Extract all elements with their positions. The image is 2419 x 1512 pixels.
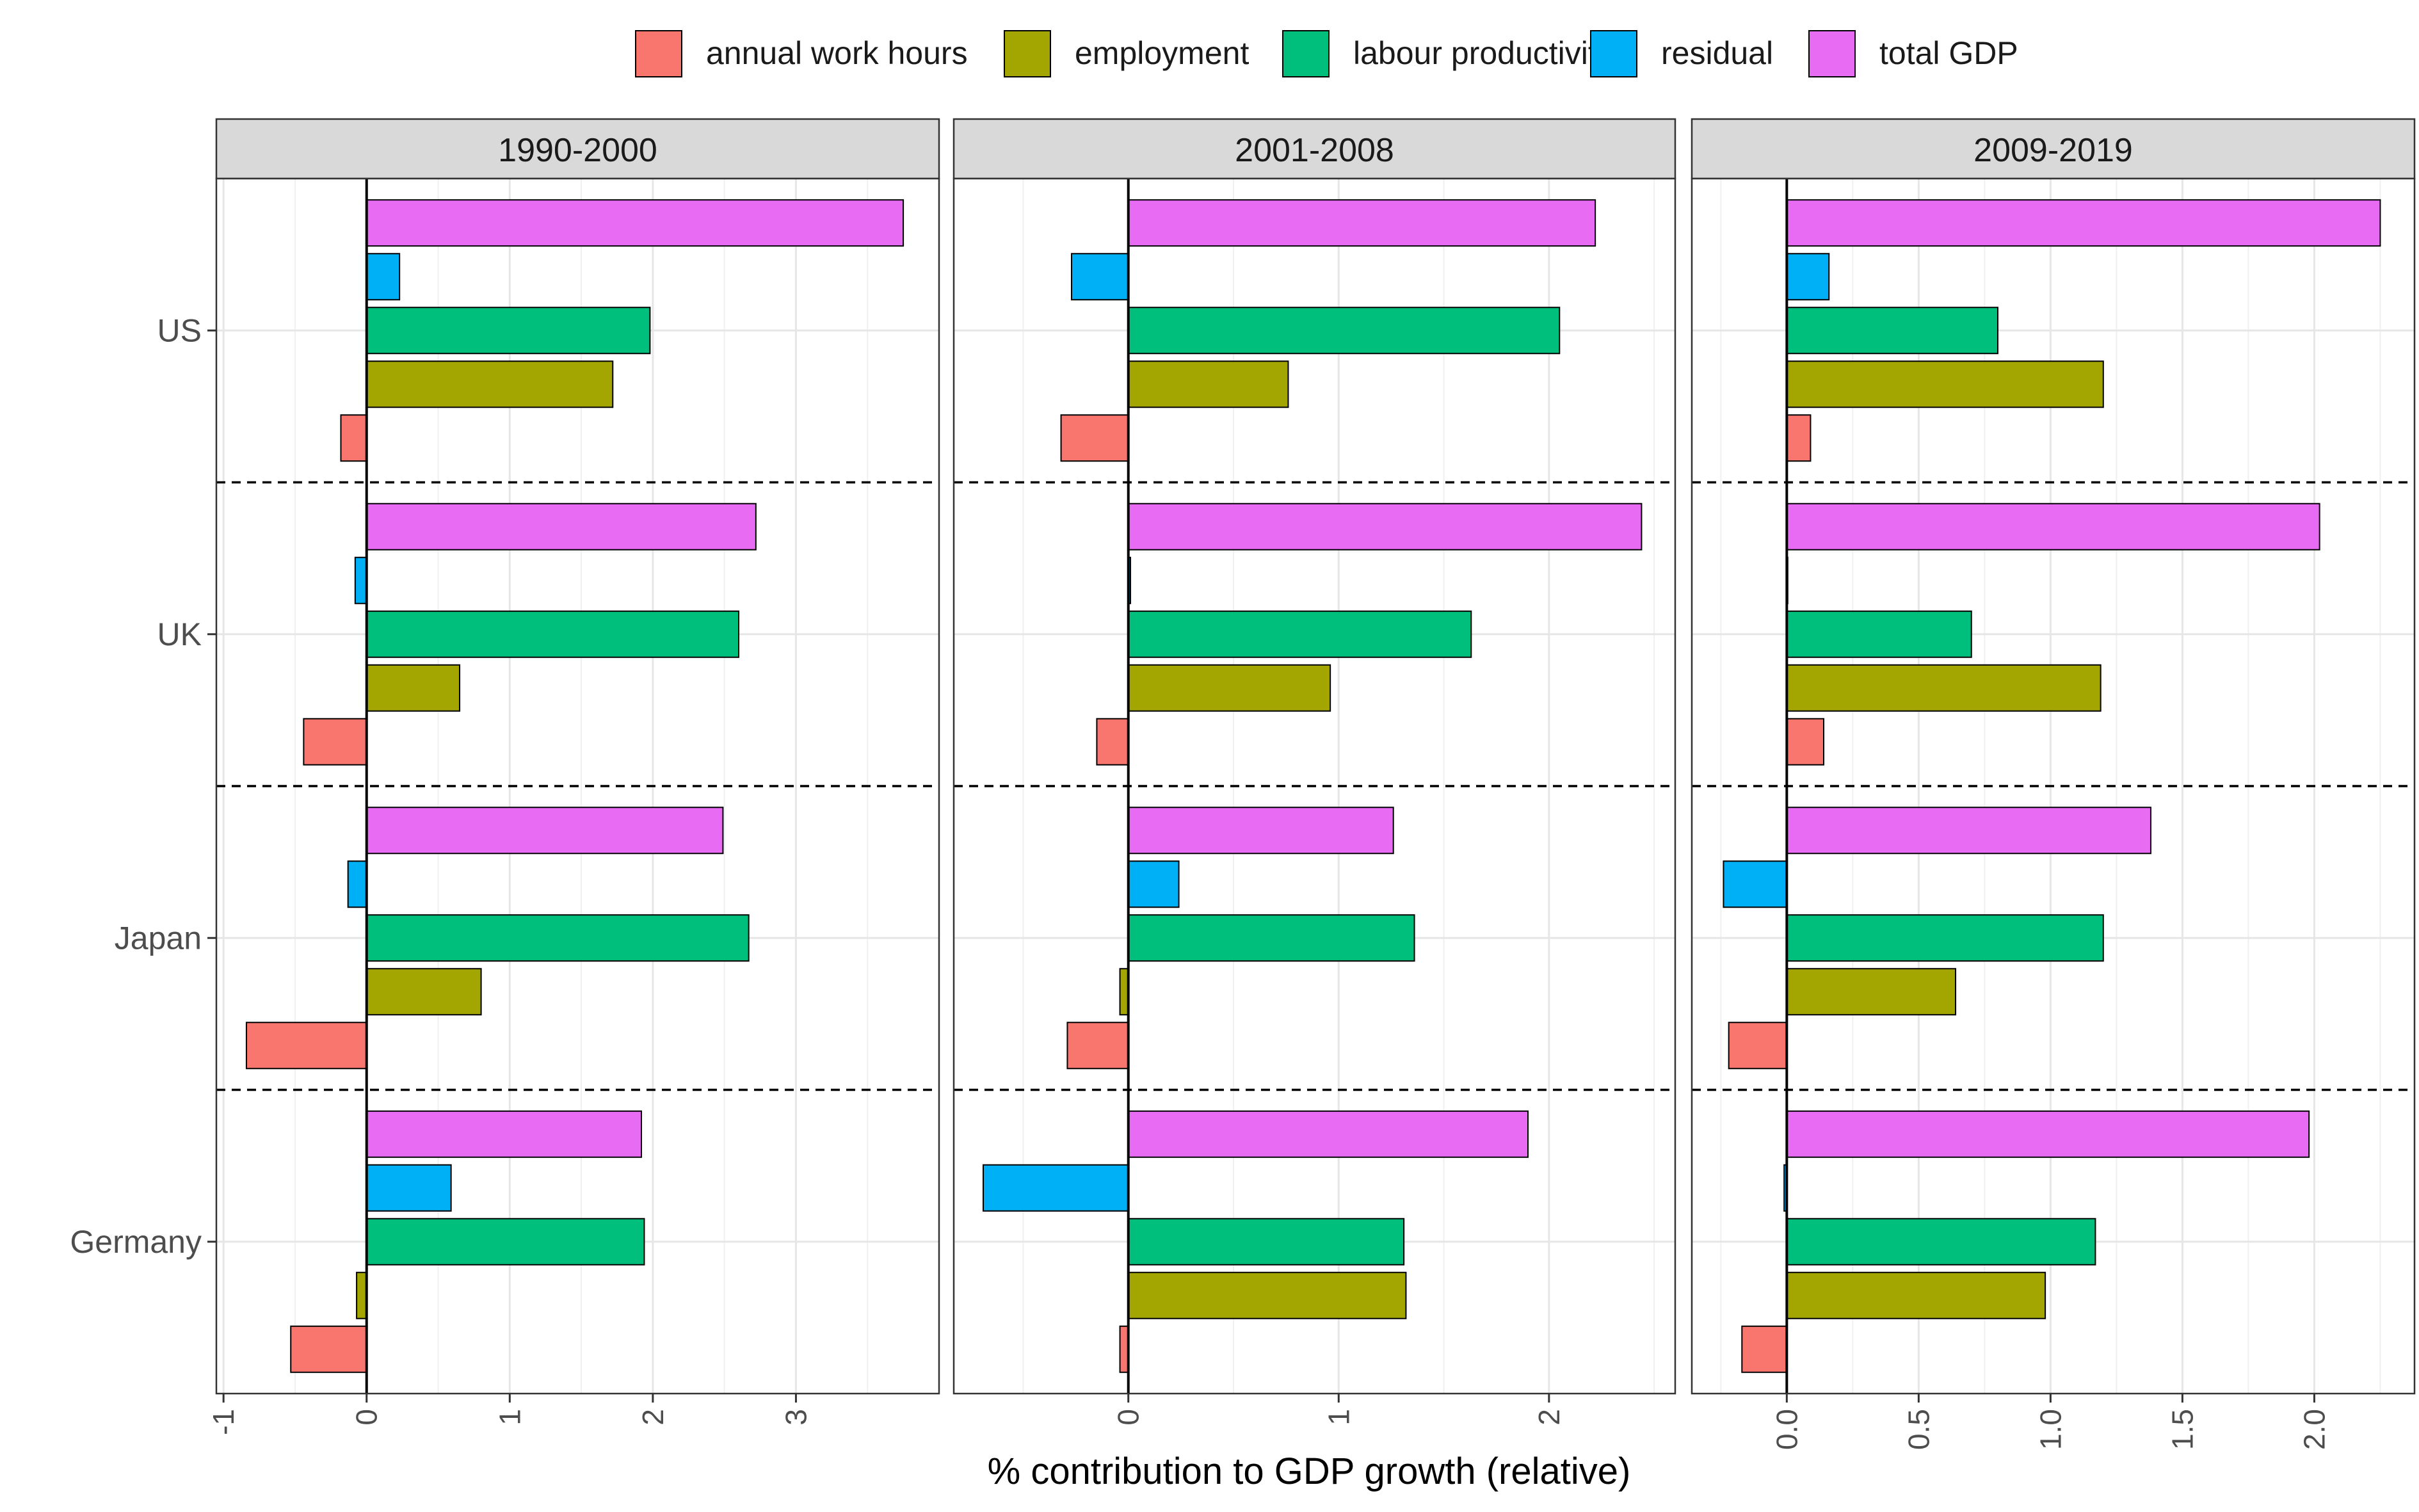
legend-label-labour-productivity: labour productivity (1353, 35, 1613, 71)
bar-us-total-gdp (366, 199, 904, 247)
bar-japan-labour-productivity (366, 914, 750, 962)
legend-label-residual: residual (1661, 35, 1773, 71)
panel-title: 1990-2000 (498, 132, 657, 169)
bar-germany-employment (1786, 1271, 2046, 1319)
bar-germany-total-gdp (1127, 1110, 1529, 1158)
bar-uk-employment (1127, 664, 1331, 712)
panel-2009-2019: 2009-2019 0.0 0.5 1.0 1.5 2.0 (1691, 118, 2416, 1450)
panel-border (1691, 177, 2416, 1395)
bar-germany-labour-productivity (366, 1218, 645, 1266)
bar-germany-residual (983, 1164, 1129, 1212)
bar-uk-annual-work-hours (303, 718, 367, 766)
bar-us-total-gdp (1127, 199, 1596, 247)
bar-us-total-gdp (1786, 199, 2381, 247)
bar-uk-labour-productivity (366, 610, 740, 658)
bar-japan-annual-work-hours (245, 1022, 367, 1070)
bar-germany-employment (1127, 1271, 1407, 1319)
bar-uk-annual-work-hours (1096, 718, 1129, 766)
bar-us-residual (366, 253, 401, 301)
panel-2001-2008: 2001-2008 0 1 2 (952, 118, 1676, 1426)
bar-uk-labour-productivity (1127, 610, 1472, 658)
panel-strip (215, 118, 940, 180)
bar-uk-total-gdp (366, 503, 757, 551)
y-tick-label-uk: UK (157, 616, 202, 652)
panel-title: 2009-2019 (1973, 132, 2133, 169)
x-tick-label: -1 (207, 1409, 240, 1435)
x-tick-label: 3 (779, 1409, 812, 1426)
legend-swatch-annual-work-hours (635, 30, 682, 77)
bar-germany-labour-productivity (1786, 1218, 2096, 1266)
legend-label-annual-work-hours: annual work hours (706, 35, 968, 71)
bar-germany-total-gdp (366, 1110, 642, 1158)
bar-uk-employment (366, 664, 461, 712)
bar-japan-residual (1127, 860, 1180, 908)
bar-japan-labour-productivity (1786, 914, 2104, 962)
panel-border (215, 177, 940, 1395)
x-tick-label: 0.5 (1902, 1409, 1935, 1450)
bar-japan-residual (1723, 860, 1788, 908)
legend-label-total-gdp: total GDP (1879, 35, 2018, 71)
bar-us-employment (1127, 360, 1289, 408)
x-tick-label: 0 (1112, 1409, 1145, 1426)
x-tick-label: 2.0 (2297, 1409, 2331, 1450)
bar-germany-annual-work-hours (290, 1325, 367, 1373)
bar-us-annual-work-hours (340, 414, 367, 462)
x-tick-label: 2 (636, 1409, 670, 1426)
bar-uk-total-gdp (1786, 503, 2320, 551)
y-tick-label-japan: Japan (115, 920, 202, 956)
legend-swatch-residual (1590, 30, 1637, 77)
bar-japan-employment (366, 968, 482, 1016)
bar-japan-employment (1786, 968, 1957, 1016)
y-tick-label-us: US (157, 312, 202, 348)
x-tick-label: 1 (1322, 1409, 1355, 1426)
bar-uk-annual-work-hours (1786, 718, 1825, 766)
x-tick-label: 1.0 (2034, 1409, 2067, 1450)
legend-label-employment: employment (1075, 35, 1249, 71)
bar-us-annual-work-hours (1060, 414, 1129, 462)
bar-us-annual-work-hours (1786, 414, 1812, 462)
x-tick-label: 0.0 (1770, 1409, 1803, 1450)
bar-us-residual (1071, 253, 1129, 301)
y-tick-label-germany: Germany (70, 1224, 202, 1260)
x-tick-label: 2 (1532, 1409, 1566, 1426)
bar-uk-labour-productivity (1786, 610, 1972, 658)
x-tick-label: 0 (350, 1409, 383, 1426)
bar-uk-employment (1786, 664, 2102, 712)
bar-japan-total-gdp (1127, 807, 1394, 855)
bar-us-residual (1786, 253, 1830, 301)
x-tick-label: 1 (493, 1409, 526, 1426)
bar-us-employment (366, 360, 614, 408)
panel-strip (952, 118, 1676, 180)
bar-uk-total-gdp (1127, 503, 1643, 551)
legend-swatch-employment (1004, 30, 1051, 77)
bar-germany-total-gdp (1786, 1110, 2310, 1158)
bar-us-labour-productivity (366, 307, 651, 355)
x-axis-label: % contribution to GDP growth (relative) (988, 1451, 1631, 1492)
bar-japan-total-gdp (1786, 807, 2151, 855)
bar-japan-labour-productivity (1127, 914, 1415, 962)
bar-germany-labour-productivity (1127, 1218, 1405, 1266)
bar-us-employment (1786, 360, 2104, 408)
bar-japan-annual-work-hours (1066, 1022, 1129, 1070)
panel-border (952, 177, 1676, 1395)
bar-germany-employment (356, 1271, 367, 1319)
legend-swatch-total-gdp (1808, 30, 1856, 77)
bar-us-labour-productivity (1127, 307, 1561, 355)
panel-title: 2001-2008 (1235, 132, 1394, 169)
bar-germany-annual-work-hours (1741, 1325, 1788, 1373)
y-axis: US UK Japan Germany (70, 312, 216, 1260)
bar-japan-total-gdp (366, 807, 724, 855)
panel-1990-2000: 1990-2000 -1 0 1 2 3 (207, 118, 940, 1435)
bar-japan-annual-work-hours (1728, 1022, 1788, 1070)
bar-japan-residual (347, 860, 367, 908)
x-tick-label: 1.5 (2166, 1409, 2199, 1450)
legend: annual work hours employment labour produc… (635, 30, 2018, 77)
bar-us-labour-productivity (1786, 307, 1998, 355)
bar-germany-residual (366, 1164, 452, 1212)
legend-swatch-labour-productivity (1282, 30, 1330, 77)
chart-panels: 1990-2000 -1 0 1 2 3 2001-2008 0 1 2 2009-2019 0.0 0… (207, 118, 2416, 1450)
bar-uk-residual (354, 556, 367, 604)
